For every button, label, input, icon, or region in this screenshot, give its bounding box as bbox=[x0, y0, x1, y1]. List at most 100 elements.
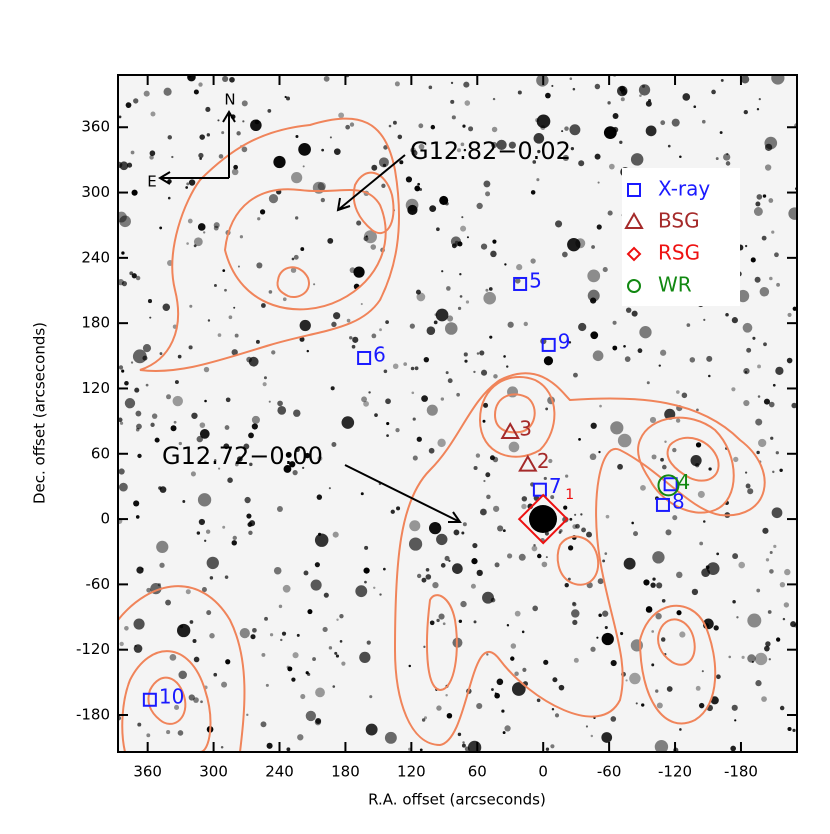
star bbox=[267, 109, 272, 113]
star bbox=[607, 101, 611, 105]
star bbox=[552, 677, 558, 683]
star bbox=[545, 747, 550, 751]
star bbox=[569, 124, 581, 136]
star bbox=[713, 625, 719, 631]
star bbox=[511, 682, 526, 696]
star bbox=[460, 225, 467, 232]
star bbox=[601, 632, 614, 646]
contour bbox=[556, 535, 600, 586]
star bbox=[298, 143, 311, 156]
star bbox=[251, 423, 258, 430]
star bbox=[136, 423, 142, 430]
star bbox=[430, 124, 436, 130]
star bbox=[646, 381, 650, 385]
star bbox=[625, 307, 632, 313]
star bbox=[331, 321, 337, 328]
star bbox=[397, 134, 403, 140]
x-tick-label: 60 bbox=[468, 763, 487, 781]
star bbox=[602, 559, 606, 563]
star bbox=[564, 126, 569, 131]
star bbox=[465, 300, 470, 304]
star bbox=[693, 105, 697, 109]
star bbox=[265, 683, 269, 687]
star bbox=[408, 664, 412, 668]
star bbox=[448, 559, 451, 562]
star bbox=[386, 421, 390, 426]
star bbox=[333, 148, 341, 156]
star bbox=[779, 468, 783, 473]
star bbox=[317, 456, 323, 461]
star bbox=[580, 513, 583, 516]
star bbox=[574, 513, 577, 516]
star bbox=[436, 533, 448, 546]
star-field bbox=[118, 75, 797, 752]
star bbox=[652, 551, 665, 564]
star bbox=[554, 713, 560, 718]
star bbox=[578, 322, 587, 332]
star bbox=[134, 387, 140, 393]
star bbox=[243, 443, 250, 450]
star bbox=[252, 627, 257, 633]
star bbox=[562, 251, 568, 258]
star bbox=[650, 582, 656, 588]
star bbox=[257, 217, 261, 221]
star bbox=[506, 624, 510, 627]
star bbox=[356, 220, 362, 226]
star bbox=[248, 530, 253, 536]
star bbox=[641, 703, 645, 707]
star bbox=[564, 582, 569, 588]
y-tick-label: 300 bbox=[81, 183, 110, 201]
star bbox=[483, 402, 489, 408]
star bbox=[753, 207, 763, 216]
star bbox=[286, 96, 291, 101]
marker-square bbox=[655, 497, 670, 512]
x-tick-label: -60 bbox=[597, 763, 622, 781]
star bbox=[224, 425, 230, 430]
star bbox=[410, 366, 415, 371]
star bbox=[131, 273, 137, 279]
star bbox=[276, 506, 283, 512]
star bbox=[173, 420, 177, 424]
annotation-arrow bbox=[336, 154, 406, 212]
star bbox=[665, 529, 672, 536]
star bbox=[364, 545, 369, 550]
star bbox=[462, 741, 465, 744]
star bbox=[695, 685, 701, 691]
star bbox=[409, 323, 415, 329]
star bbox=[234, 333, 239, 338]
star bbox=[261, 303, 266, 308]
star bbox=[278, 604, 283, 609]
star bbox=[485, 191, 491, 197]
star bbox=[379, 593, 382, 596]
star bbox=[119, 215, 131, 228]
star bbox=[612, 320, 617, 325]
star bbox=[561, 130, 564, 133]
star bbox=[182, 500, 186, 503]
star bbox=[716, 674, 721, 680]
star bbox=[792, 306, 797, 311]
star bbox=[774, 252, 779, 258]
star bbox=[147, 299, 153, 304]
star bbox=[772, 470, 775, 474]
star bbox=[679, 728, 682, 731]
star bbox=[371, 333, 377, 339]
star bbox=[779, 705, 785, 711]
star bbox=[535, 118, 540, 123]
star bbox=[199, 422, 206, 428]
star bbox=[428, 85, 433, 90]
star bbox=[483, 291, 496, 305]
star bbox=[537, 149, 541, 154]
star bbox=[205, 106, 211, 113]
marker-diamond bbox=[517, 493, 569, 545]
star bbox=[231, 168, 239, 176]
star bbox=[651, 454, 657, 460]
marker-triangle bbox=[518, 454, 538, 472]
star bbox=[165, 599, 171, 606]
star bbox=[664, 440, 667, 443]
star bbox=[349, 336, 353, 340]
contours bbox=[118, 117, 766, 752]
star bbox=[537, 553, 542, 559]
star bbox=[315, 687, 325, 698]
star bbox=[225, 659, 231, 665]
star bbox=[186, 242, 189, 245]
